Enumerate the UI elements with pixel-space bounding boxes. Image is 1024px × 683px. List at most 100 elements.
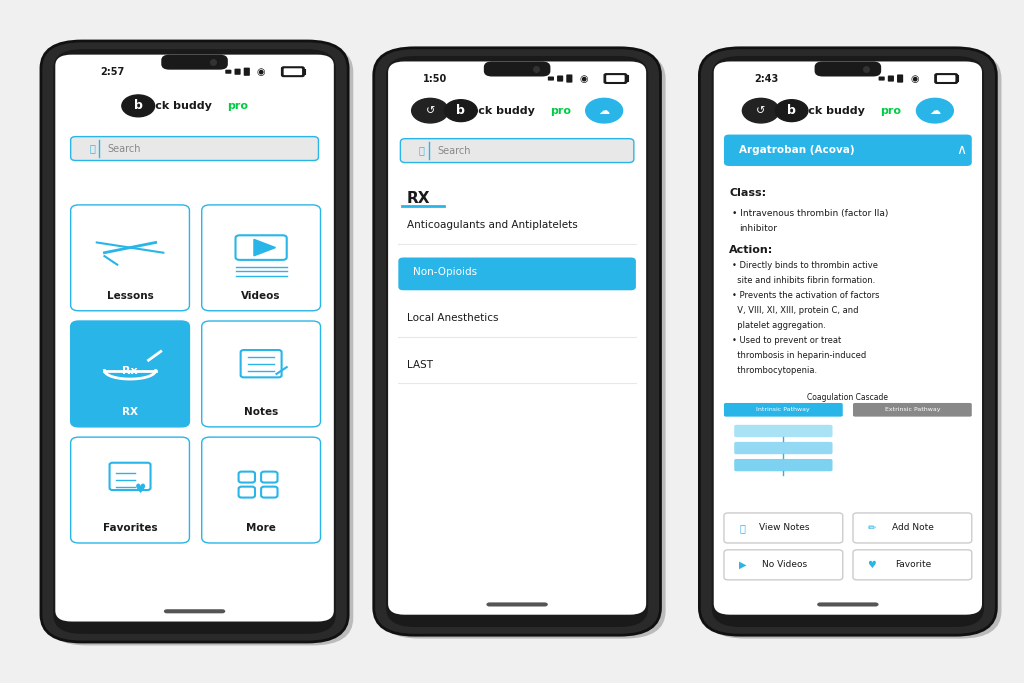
Text: pro: pro [227, 101, 248, 111]
Text: 🔍: 🔍 [89, 143, 95, 154]
Text: Argatroban (Acova): Argatroban (Acova) [739, 145, 855, 155]
Text: Lessons: Lessons [106, 291, 154, 301]
Text: View Notes: View Notes [759, 523, 810, 533]
Text: ✏: ✏ [867, 523, 876, 533]
Text: ☁: ☁ [930, 106, 940, 115]
Text: • Intravenous thrombin (factor IIa): • Intravenous thrombin (factor IIa) [732, 208, 889, 218]
Text: site and inhibits fibrin formation.: site and inhibits fibrin formation. [732, 275, 876, 285]
Circle shape [444, 100, 477, 122]
Text: ◉: ◉ [257, 67, 265, 76]
Text: thrombocytopenia.: thrombocytopenia. [732, 365, 817, 375]
Text: 📋: 📋 [739, 523, 745, 533]
FancyBboxPatch shape [71, 137, 318, 161]
FancyBboxPatch shape [202, 205, 321, 311]
FancyBboxPatch shape [202, 321, 321, 427]
Text: Search: Search [108, 143, 141, 154]
Text: No Videos: No Videos [762, 560, 807, 570]
Text: pro: pro [881, 106, 901, 115]
FancyBboxPatch shape [202, 437, 321, 543]
Text: ↺: ↺ [756, 106, 766, 115]
FancyBboxPatch shape [282, 67, 304, 76]
Circle shape [742, 98, 779, 123]
Text: ♥: ♥ [135, 483, 145, 496]
FancyBboxPatch shape [379, 51, 666, 639]
FancyBboxPatch shape [734, 442, 833, 454]
FancyBboxPatch shape [604, 74, 627, 83]
Text: Favorite: Favorite [895, 560, 932, 570]
Text: 2:43: 2:43 [754, 74, 778, 83]
Text: Non-Opioids: Non-Opioids [413, 267, 477, 277]
FancyBboxPatch shape [724, 513, 843, 543]
Text: • Directly binds to thrombin active: • Directly binds to thrombin active [732, 260, 879, 270]
Text: Intrinsic Pathway: Intrinsic Pathway [757, 407, 810, 413]
Text: LAST: LAST [407, 360, 432, 370]
FancyBboxPatch shape [234, 69, 241, 74]
FancyBboxPatch shape [46, 44, 353, 645]
Text: V, VIII, XI, XIII, protein C, and: V, VIII, XI, XIII, protein C, and [732, 305, 859, 315]
Text: Local Anesthetics: Local Anesthetics [407, 313, 498, 323]
FancyBboxPatch shape [225, 70, 231, 74]
Text: Extrinsic Pathway: Extrinsic Pathway [885, 407, 940, 413]
FancyBboxPatch shape [398, 257, 636, 290]
Text: More: More [246, 523, 276, 533]
FancyBboxPatch shape [566, 74, 572, 83]
Text: Add Note: Add Note [893, 523, 934, 533]
FancyBboxPatch shape [897, 74, 903, 83]
Text: 1:50: 1:50 [423, 74, 447, 83]
FancyBboxPatch shape [557, 75, 563, 82]
Text: Favorites: Favorites [102, 523, 158, 533]
FancyBboxPatch shape [724, 550, 843, 580]
Text: 🔍: 🔍 [419, 145, 425, 156]
Polygon shape [254, 240, 275, 256]
Text: ♥: ♥ [867, 560, 876, 570]
Text: Class:: Class: [729, 188, 766, 197]
FancyBboxPatch shape [71, 321, 189, 427]
FancyBboxPatch shape [935, 74, 957, 83]
FancyBboxPatch shape [734, 425, 833, 437]
Circle shape [412, 98, 449, 123]
FancyBboxPatch shape [817, 602, 879, 607]
Text: RX: RX [407, 191, 430, 206]
FancyBboxPatch shape [244, 68, 250, 76]
FancyBboxPatch shape [388, 61, 646, 615]
FancyBboxPatch shape [162, 55, 227, 70]
FancyBboxPatch shape [853, 513, 972, 543]
Circle shape [916, 98, 953, 123]
FancyBboxPatch shape [815, 61, 881, 76]
FancyBboxPatch shape [853, 550, 972, 580]
FancyBboxPatch shape [705, 51, 1001, 639]
FancyBboxPatch shape [606, 75, 625, 82]
FancyBboxPatch shape [879, 76, 885, 81]
Text: ▶: ▶ [738, 560, 746, 570]
FancyBboxPatch shape [937, 75, 955, 82]
Text: b: b [134, 99, 142, 113]
FancyBboxPatch shape [484, 61, 551, 76]
Text: RX: RX [122, 407, 138, 417]
Text: 2:57: 2:57 [100, 67, 125, 76]
Text: b: b [787, 104, 796, 117]
Text: block buddy: block buddy [459, 106, 535, 115]
FancyBboxPatch shape [55, 55, 334, 622]
Text: Rx: Rx [122, 365, 138, 376]
Text: Notes: Notes [244, 407, 279, 417]
FancyBboxPatch shape [164, 609, 225, 613]
FancyBboxPatch shape [284, 68, 302, 75]
Text: inhibitor: inhibitor [739, 223, 777, 233]
FancyBboxPatch shape [41, 41, 348, 642]
Circle shape [586, 98, 623, 123]
FancyBboxPatch shape [724, 403, 843, 417]
Text: ∧: ∧ [956, 143, 967, 157]
FancyBboxPatch shape [699, 48, 996, 635]
Text: block buddy: block buddy [790, 106, 865, 115]
FancyBboxPatch shape [853, 403, 972, 417]
Text: platelet aggregation.: platelet aggregation. [732, 320, 826, 330]
FancyBboxPatch shape [400, 139, 634, 163]
Circle shape [775, 100, 808, 122]
Text: block buddy: block buddy [136, 101, 212, 111]
Text: ◉: ◉ [910, 74, 919, 83]
Text: ☁: ☁ [599, 106, 609, 115]
Text: Anticoagulants and Antiplatelets: Anticoagulants and Antiplatelets [407, 221, 578, 230]
FancyBboxPatch shape [724, 135, 972, 166]
FancyBboxPatch shape [71, 437, 189, 543]
FancyBboxPatch shape [734, 459, 833, 471]
